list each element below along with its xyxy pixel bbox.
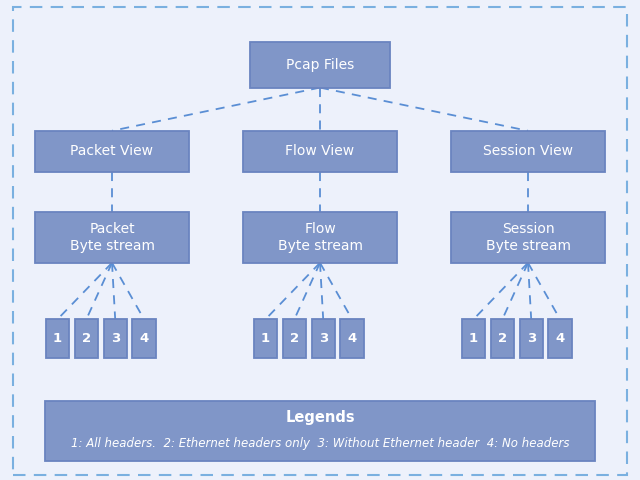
Text: 3: 3	[111, 332, 120, 345]
Text: 4: 4	[556, 332, 564, 345]
Text: 1: 1	[261, 332, 270, 345]
FancyBboxPatch shape	[340, 319, 364, 358]
FancyBboxPatch shape	[75, 319, 98, 358]
FancyBboxPatch shape	[283, 319, 306, 358]
FancyBboxPatch shape	[250, 42, 390, 88]
FancyBboxPatch shape	[132, 319, 156, 358]
FancyBboxPatch shape	[451, 212, 605, 263]
Text: 1: 1	[53, 332, 62, 345]
Text: Pcap Files: Pcap Files	[286, 58, 354, 72]
Text: Legends: Legends	[285, 410, 355, 425]
Text: Packet
Byte stream: Packet Byte stream	[70, 222, 154, 253]
FancyBboxPatch shape	[243, 131, 397, 171]
Text: Flow View: Flow View	[285, 144, 355, 158]
Text: Session View: Session View	[483, 144, 573, 158]
FancyBboxPatch shape	[312, 319, 335, 358]
FancyBboxPatch shape	[548, 319, 572, 358]
FancyBboxPatch shape	[104, 319, 127, 358]
FancyBboxPatch shape	[46, 319, 69, 358]
FancyBboxPatch shape	[35, 212, 189, 263]
FancyBboxPatch shape	[462, 319, 485, 358]
FancyBboxPatch shape	[520, 319, 543, 358]
FancyBboxPatch shape	[45, 401, 595, 461]
Text: 1: 1	[469, 332, 478, 345]
Text: Session
Byte stream: Session Byte stream	[486, 222, 570, 253]
Text: 1: All headers.  2: Ethernet headers only  3: Without Ethernet header  4: No hea: 1: All headers. 2: Ethernet headers only…	[71, 437, 569, 451]
Text: 2: 2	[498, 332, 507, 345]
Text: Packet View: Packet View	[70, 144, 154, 158]
Text: 3: 3	[319, 332, 328, 345]
FancyBboxPatch shape	[491, 319, 514, 358]
Text: 2: 2	[290, 332, 299, 345]
FancyBboxPatch shape	[451, 131, 605, 171]
Text: 3: 3	[527, 332, 536, 345]
Text: Flow
Byte stream: Flow Byte stream	[278, 222, 362, 253]
Text: 4: 4	[348, 332, 356, 345]
Text: 2: 2	[82, 332, 91, 345]
FancyBboxPatch shape	[254, 319, 277, 358]
FancyBboxPatch shape	[35, 131, 189, 171]
Text: 4: 4	[140, 332, 148, 345]
FancyBboxPatch shape	[243, 212, 397, 263]
